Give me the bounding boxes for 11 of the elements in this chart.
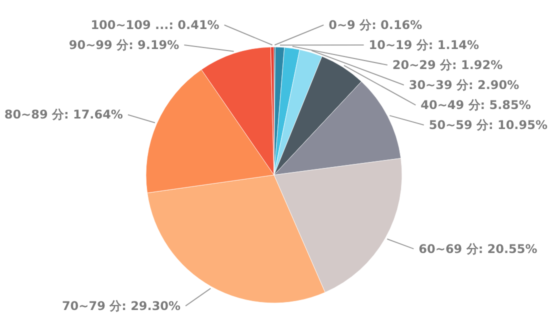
slice-label: 40~49 分: 5.85% (420, 98, 531, 112)
slice-label: 0~9 分: 0.16% (328, 18, 422, 32)
slice-label: 70~79 分: 29.30% (62, 298, 181, 313)
slice-label: 10~19 分: 1.14% (368, 38, 480, 52)
slice-label: 90~99 分: 9.19% (68, 38, 180, 52)
slice-label: 60~69 分: 20.55% (418, 242, 538, 256)
slice-label: 30~39 分: 2.90% (408, 78, 520, 92)
slice-label: 20~29 分: 1.92% (392, 58, 503, 72)
slice-label: 80~89 分: 17.64% (4, 108, 123, 122)
slice-label: 50~59 分: 10.95% (428, 118, 548, 132)
slice-label: 100~109 ...: 0.41% (90, 18, 220, 32)
